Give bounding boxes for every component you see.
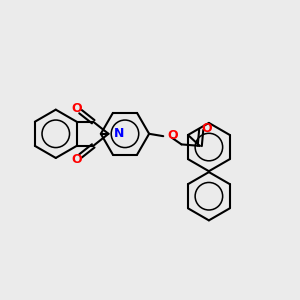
Text: O: O <box>201 122 212 135</box>
Text: O: O <box>168 129 178 142</box>
Text: N: N <box>114 127 124 140</box>
Text: O: O <box>71 153 82 166</box>
Text: O: O <box>71 102 82 115</box>
